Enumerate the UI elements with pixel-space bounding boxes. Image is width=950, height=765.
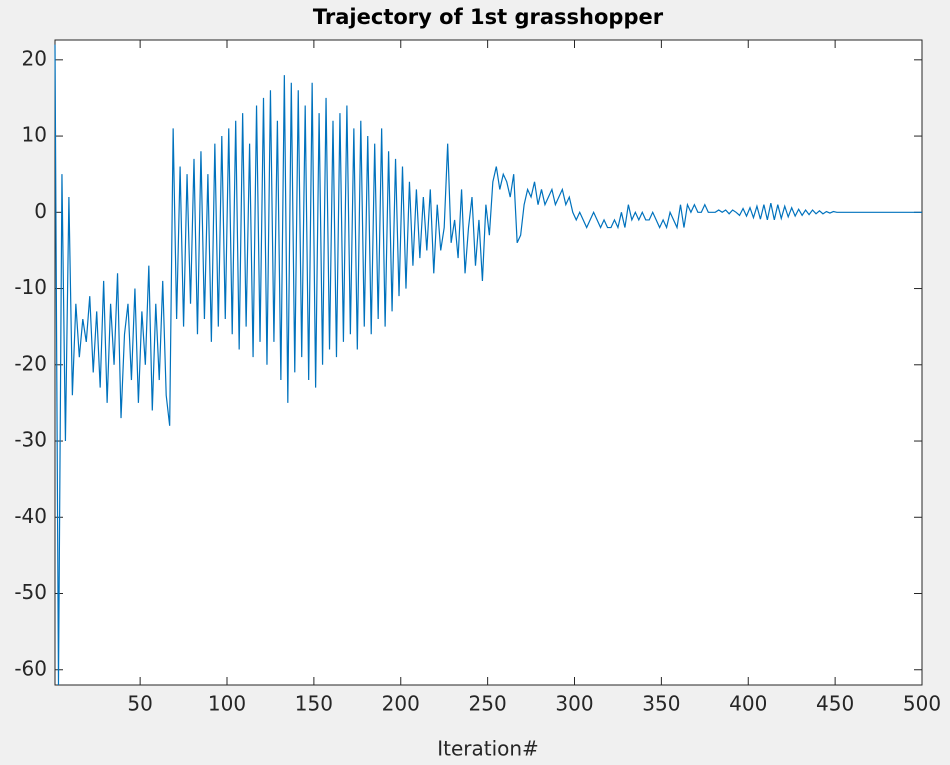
- x-tick-label: 50: [127, 692, 152, 716]
- x-tick-label: 200: [382, 692, 420, 716]
- x-tick-label: 250: [469, 692, 507, 716]
- y-tick-label: 20: [22, 46, 47, 70]
- plot-area: [54, 39, 923, 686]
- y-tick-label: -10: [14, 275, 47, 299]
- x-tick-label: 300: [555, 692, 593, 716]
- chart-title: Trajectory of 1st grasshopper: [313, 5, 664, 29]
- y-tick-label: -40: [14, 504, 47, 528]
- y-tick-label: -50: [14, 580, 47, 604]
- x-tick-label: 100: [208, 692, 246, 716]
- data-line: [54, 44, 922, 686]
- x-axis-label: Iteration#: [437, 737, 539, 761]
- y-tick-label: -20: [14, 351, 47, 375]
- y-tick-label: 0: [34, 199, 47, 223]
- y-tick-label: -30: [14, 428, 47, 452]
- x-tick-label: 350: [642, 692, 680, 716]
- x-tick-label: 500: [903, 692, 941, 716]
- x-tick-label: 400: [729, 692, 767, 716]
- y-tick-label: 10: [22, 123, 47, 147]
- x-tick-label: 450: [816, 692, 854, 716]
- y-tick-label: -60: [14, 656, 47, 680]
- x-tick-label: 150: [295, 692, 333, 716]
